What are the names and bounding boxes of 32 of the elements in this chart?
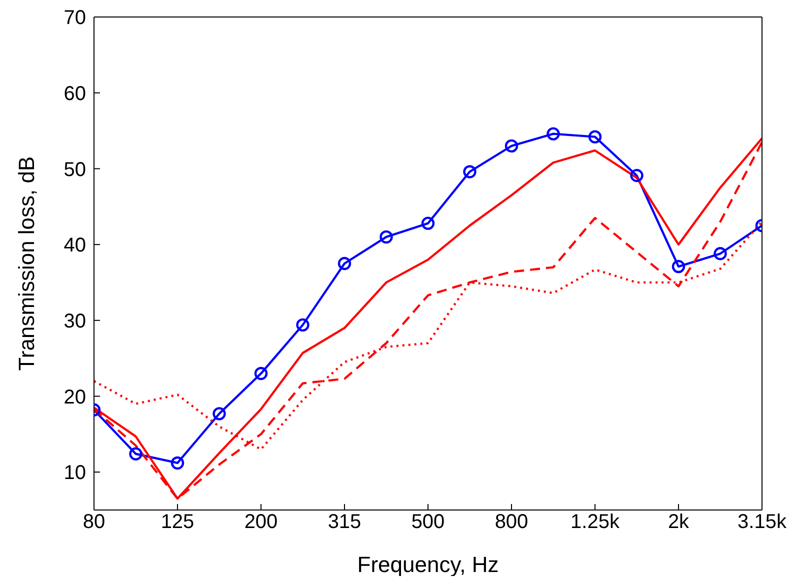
x-tick-label: 315 (328, 511, 362, 534)
y-tick-label: 40 (64, 234, 86, 257)
point (380, 230, 393, 244)
x-tick-label: 3.15k (738, 511, 788, 534)
point (129, 447, 142, 460)
point (714, 247, 727, 260)
point (588, 130, 602, 144)
x-tick-label: 200 (244, 511, 278, 534)
y-tick-label: 70 (64, 7, 86, 30)
y-tick-label: 10 (64, 462, 86, 484)
point (254, 366, 268, 380)
y-tick-label: 20 (64, 386, 86, 408)
x-tick-label: 80 (82, 511, 106, 534)
x-tick-label: 500 (411, 511, 445, 534)
y-tick-label: 50 (64, 158, 86, 181)
point (463, 165, 476, 178)
point (296, 318, 310, 332)
point (338, 256, 352, 270)
x-tick-label: 1.25k (570, 511, 620, 534)
point (170, 456, 184, 470)
point (672, 260, 686, 274)
x-tick-label: 2k (668, 511, 690, 534)
point (421, 216, 435, 230)
y-axis-title: Transmission loss, dB (14, 156, 39, 371)
y-tick-label: 60 (64, 82, 86, 105)
point (504, 139, 518, 153)
x-tick-label: 800 (494, 511, 528, 534)
point (212, 407, 226, 420)
point (630, 168, 644, 182)
x-tick-label: 125 (160, 511, 194, 534)
y-tick-label: 30 (64, 310, 86, 332)
point (546, 127, 560, 140)
